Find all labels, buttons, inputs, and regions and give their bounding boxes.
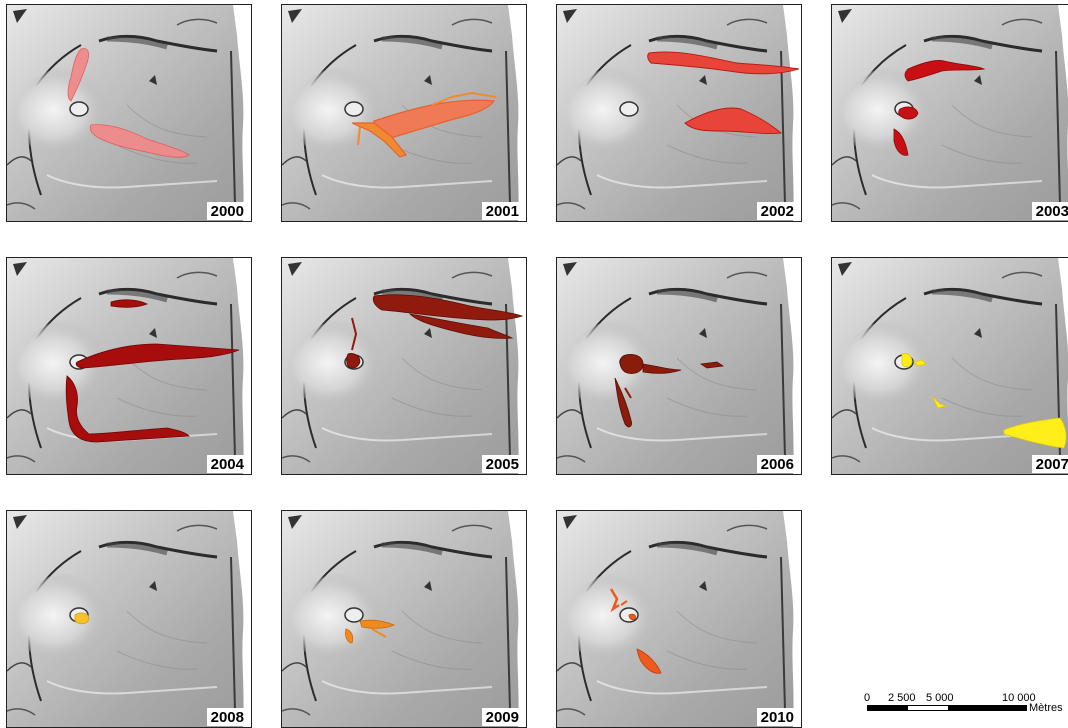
scale-unit-label: Mètres [1029, 702, 1063, 714]
year-label: 2001 [481, 202, 523, 220]
scale-tick-label: 2 500 [888, 692, 916, 704]
map-panel-2004: 2004 [6, 257, 252, 475]
scale-tick-label: 5 000 [926, 692, 954, 704]
lava-flow-2006 [614, 354, 725, 428]
year-label: 2008 [206, 708, 248, 726]
year-label: 2003 [1031, 202, 1068, 220]
lava-flow-2001 [351, 91, 497, 158]
year-label: 2009 [481, 708, 523, 726]
lava-flow-2007 [901, 353, 1067, 449]
year-label: 2005 [481, 455, 523, 473]
year-label: 2006 [756, 455, 798, 473]
map-panel-2000: 2000 [6, 4, 252, 222]
lava-flow-2000 [67, 48, 190, 158]
lava-flow-2005 [346, 294, 524, 369]
scale-bar-segments [867, 705, 1027, 711]
map-panel-2009: 2009 [281, 510, 527, 728]
lava-flow-2003 [893, 60, 986, 156]
lava-flow-2002 [647, 51, 800, 134]
lava-flow-2010 [609, 588, 662, 674]
terrain-map [7, 258, 252, 475]
terrain-map [7, 511, 252, 728]
lava-flow-2009 [345, 619, 396, 644]
terrain-map [7, 5, 252, 222]
map-panel-2006: 2006 [556, 257, 802, 475]
lava-flow-2004 [65, 299, 240, 443]
terrain-map [282, 511, 527, 728]
map-panel-2008: 2008 [6, 510, 252, 728]
year-label: 2010 [756, 708, 798, 726]
map-panel-2010: 2010 [556, 510, 802, 728]
terrain-map [557, 511, 802, 728]
map-panel-2007: 2007 [831, 257, 1068, 475]
scale-tick-label: 0 [864, 692, 871, 704]
terrain-map [832, 5, 1068, 222]
scale-tick-label: 10 000 [1002, 692, 1036, 704]
year-label: 2004 [206, 455, 248, 473]
terrain-map [557, 258, 802, 475]
map-panel-2005: 2005 [281, 257, 527, 475]
year-label: 2007 [1031, 455, 1068, 473]
map-panel-2001: 2001 [281, 4, 527, 222]
terrain-map [557, 5, 802, 222]
terrain-map [832, 258, 1068, 475]
map-panel-2003: 2003 [831, 4, 1068, 222]
year-label: 2002 [756, 202, 798, 220]
map-panel-2002: 2002 [556, 4, 802, 222]
year-label: 2000 [206, 202, 248, 220]
terrain-map [282, 5, 527, 222]
lava-flow-2008 [74, 612, 90, 625]
scale-bar: 0 2 500 5 000 10 000 Mètres [862, 692, 1063, 726]
terrain-map [282, 258, 527, 475]
